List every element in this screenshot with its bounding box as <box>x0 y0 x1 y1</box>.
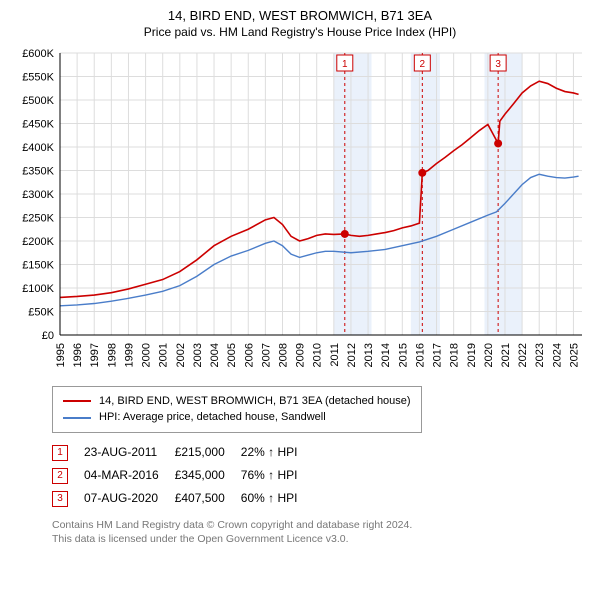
y-axis-label: £450K <box>22 118 54 130</box>
x-axis-label: 2011 <box>329 343 341 367</box>
sale-number-badge: 1 <box>52 445 68 461</box>
legend-item: HPI: Average price, detached house, Sand… <box>63 409 411 426</box>
x-axis-label: 2003 <box>192 343 204 367</box>
chart-area: £0 £50K £100K £150K £200K £250K £300K £350K £400… <box>12 45 588 380</box>
legend-swatch <box>63 400 91 402</box>
table-row: 3 07-AUG-2020£407,50060% ↑ HPI <box>52 487 313 510</box>
legend: 14, BIRD END, WEST BROMWICH, B71 3EA (de… <box>52 386 422 433</box>
sale-number-badge: 2 <box>52 468 68 484</box>
x-axis-label: 1999 <box>123 343 135 367</box>
x-axis-label: 2002 <box>175 343 187 367</box>
x-axis-label: 2021 <box>500 343 512 367</box>
sale-date: 07-AUG-2020 <box>84 487 175 510</box>
sale-price: £345,000 <box>175 464 241 487</box>
chart-subtitle: Price paid vs. HM Land Registry's House … <box>12 25 588 39</box>
sale-marker-dot <box>418 169 426 177</box>
legend-swatch <box>63 417 91 419</box>
x-axis-label: 1995 <box>55 343 67 367</box>
sale-flag-number: 3 <box>495 59 501 70</box>
x-axis-label: 2013 <box>363 343 375 367</box>
chart-title: 14, BIRD END, WEST BROMWICH, B71 3EA <box>12 8 588 25</box>
license-text: Contains HM Land Registry data © Crown c… <box>52 518 588 546</box>
table-row: 1 23-AUG-2011£215,00022% ↑ HPI <box>52 441 313 464</box>
license-line: Contains HM Land Registry data © Crown c… <box>52 518 588 532</box>
x-axis-label: 2004 <box>209 343 221 367</box>
x-axis-label: 2022 <box>517 343 529 367</box>
x-axis-label: 1997 <box>89 343 101 367</box>
x-axis-label: 2006 <box>243 343 255 367</box>
sale-price: £215,000 <box>175 441 241 464</box>
x-axis-label: 2015 <box>397 343 409 367</box>
sale-date: 23-AUG-2011 <box>84 441 175 464</box>
y-axis-label: £500K <box>22 95 54 107</box>
y-axis-label: £250K <box>22 212 54 224</box>
sale-flag-number: 2 <box>420 59 426 70</box>
chart-container: 14, BIRD END, WEST BROMWICH, B71 3EA Pri… <box>0 0 600 554</box>
x-axis-label: 2005 <box>226 343 238 367</box>
sales-table: 1 23-AUG-2011£215,00022% ↑ HPI 2 04-MAR-201… <box>52 441 313 510</box>
sale-price: £407,500 <box>175 487 241 510</box>
x-axis-label: 2024 <box>551 343 563 367</box>
x-axis-label: 2014 <box>380 343 392 367</box>
y-axis-label: £100K <box>22 283 54 295</box>
sale-date: 04-MAR-2016 <box>84 464 175 487</box>
x-axis-label: 2009 <box>295 343 307 367</box>
x-axis-label: 2019 <box>466 343 478 367</box>
x-axis-label: 2020 <box>483 343 495 367</box>
sale-delta: 76% ↑ HPI <box>241 464 314 487</box>
x-axis-label: 2008 <box>277 343 289 367</box>
sale-delta: 60% ↑ HPI <box>241 487 314 510</box>
x-axis-label: 2017 <box>432 343 444 367</box>
sale-marker-dot <box>494 139 502 147</box>
legend-item: 14, BIRD END, WEST BROMWICH, B71 3EA (de… <box>63 393 411 410</box>
sale-marker-dot <box>341 230 349 238</box>
sale-flag-number: 1 <box>342 59 348 70</box>
x-axis-label: 2016 <box>414 343 426 367</box>
x-axis-label: 2023 <box>534 343 546 367</box>
x-axis-label: 2007 <box>260 343 272 367</box>
y-axis-label: £200K <box>22 236 54 248</box>
y-axis-label: £400K <box>22 142 54 154</box>
x-axis-label: 2012 <box>346 343 358 367</box>
x-axis-label: 2025 <box>568 343 580 367</box>
y-axis-label: £550K <box>22 71 54 83</box>
x-axis-label: 2010 <box>312 343 324 367</box>
x-axis-label: 1996 <box>72 343 84 367</box>
legend-label: HPI: Average price, detached house, Sand… <box>99 409 326 426</box>
sale-delta: 22% ↑ HPI <box>241 441 314 464</box>
y-axis-label: £150K <box>22 259 54 271</box>
y-axis-label: £50K <box>28 306 54 318</box>
x-axis-label: 1998 <box>106 343 118 367</box>
x-axis-label: 2001 <box>158 343 170 367</box>
sale-number-badge: 3 <box>52 491 68 507</box>
y-axis-label: £300K <box>22 189 54 201</box>
license-line: This data is licensed under the Open Gov… <box>52 532 588 546</box>
y-axis-label: £350K <box>22 165 54 177</box>
x-axis-label: 2018 <box>449 343 461 367</box>
legend-label: 14, BIRD END, WEST BROMWICH, B71 3EA (de… <box>99 393 411 410</box>
table-row: 2 04-MAR-2016£345,00076% ↑ HPI <box>52 464 313 487</box>
price-chart: £0 £50K £100K £150K £200K £250K £300K £350K £400… <box>12 45 588 380</box>
x-axis-label: 2000 <box>141 343 153 367</box>
y-axis-label: £600K <box>22 48 54 60</box>
y-axis-label: £0 <box>42 330 54 342</box>
